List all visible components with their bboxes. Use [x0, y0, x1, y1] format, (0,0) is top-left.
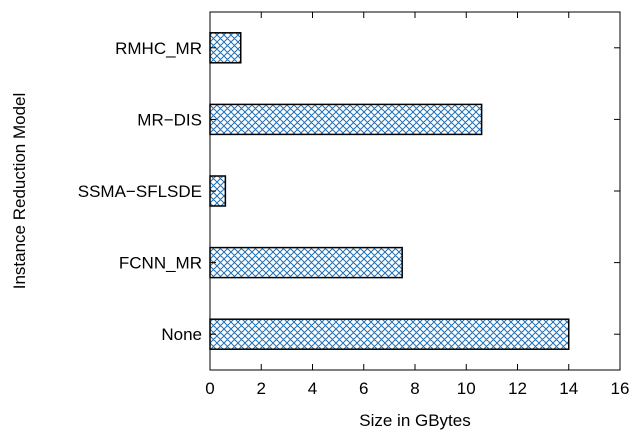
x-tick-label: 8 [410, 379, 419, 398]
y-ticks-group: RMHC_MR MR−DIS SSMA−SFLSDE FCNN_MR None [78, 39, 620, 344]
x-tick-label: 14 [559, 379, 578, 398]
x-tick-label: 0 [205, 379, 214, 398]
y-tick-label: None [161, 325, 202, 344]
y-tick-label: RMHC_MR [115, 39, 202, 58]
y-tick-label: FCNN_MR [119, 254, 202, 273]
x-tick-label: 6 [359, 379, 368, 398]
plot-frame [209, 11, 621, 371]
y-tick-label: MR−DIS [137, 110, 202, 129]
x-tick-label: 2 [257, 379, 266, 398]
x-tick-label: 12 [508, 379, 527, 398]
bars-group [209, 32, 570, 350]
x-tick-label: 10 [457, 379, 476, 398]
bar-fcnn-mr [209, 246, 403, 279]
bar-none [209, 318, 570, 350]
plot-border [209, 11, 621, 371]
x-tick-label: 4 [308, 379, 317, 398]
y-tick-label: SSMA−SFLSDE [78, 182, 202, 201]
x-ticks-group: 0 2 4 6 8 10 12 14 16 [205, 12, 629, 398]
bar-mr-dis [209, 103, 483, 136]
x-axis-title: Size in GBytes [359, 411, 471, 430]
x-tick-label: 16 [611, 379, 630, 398]
y-axis-title: Instance Reduction Model [10, 93, 29, 290]
